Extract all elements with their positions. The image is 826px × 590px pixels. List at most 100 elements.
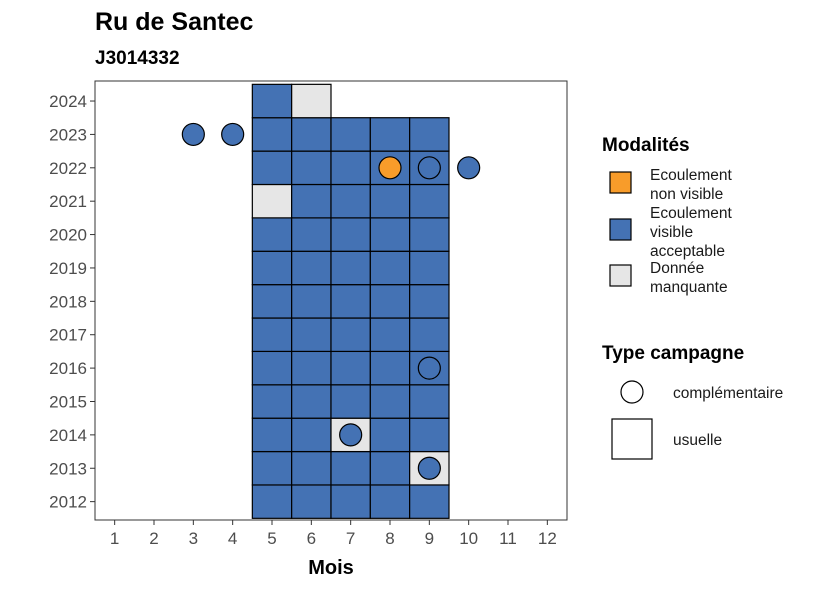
x-tick-label-4: 4 bbox=[228, 529, 237, 548]
legend-label-ecoulement-non-visible-2: non visible bbox=[650, 186, 723, 203]
point-2023-3 bbox=[181, 122, 205, 147]
y-tick-label-2022: 2022 bbox=[49, 159, 87, 178]
tile-2020-5 bbox=[251, 217, 293, 252]
tile-2021-8 bbox=[369, 183, 411, 219]
tile-2013-6 bbox=[291, 450, 332, 486]
tile-2012-5 bbox=[251, 484, 293, 519]
legend-campagne-title: Type campagne bbox=[602, 343, 744, 364]
tile-2020-7 bbox=[330, 217, 371, 252]
tile-2013-7 bbox=[330, 450, 371, 486]
tile-2022-5 bbox=[251, 150, 293, 186]
tile-2022-6 bbox=[291, 150, 332, 186]
tile-2019-7 bbox=[330, 250, 371, 286]
tile-2021-6 bbox=[291, 183, 332, 219]
x-tick-label-6: 6 bbox=[307, 529, 316, 548]
tile-2015-8 bbox=[369, 384, 411, 419]
legend-label-complementaire: complémentaire bbox=[673, 385, 783, 402]
tile-2016-8 bbox=[369, 350, 411, 386]
point-2022-9 bbox=[417, 156, 441, 180]
point-2016-9 bbox=[417, 356, 441, 380]
legend-label-ecoulement-non-visible-1: Ecoulement bbox=[650, 167, 733, 184]
tile-2017-7 bbox=[330, 317, 371, 353]
y-tick-label-2019: 2019 bbox=[49, 259, 87, 278]
x-axis-title: Mois bbox=[308, 557, 354, 579]
tile-2012-9 bbox=[409, 484, 450, 519]
axes: 1 2 3 4 5 6 7 8 9 10 11 122012201320142015201620172… bbox=[49, 80, 568, 548]
x-tick-label-7: 7 bbox=[346, 529, 355, 548]
tile-2024-6 bbox=[291, 83, 332, 119]
tile-2014-6 bbox=[291, 417, 332, 453]
tile-2014-5 bbox=[251, 417, 293, 453]
tile-2020-6 bbox=[291, 217, 332, 252]
y-tick-label-2023: 2023 bbox=[49, 125, 87, 144]
tile-2015-9 bbox=[409, 384, 450, 419]
legend-label-ecoulement-visible-acceptable-1: Ecoulement bbox=[650, 205, 733, 222]
y-tick-label-2016: 2016 bbox=[49, 359, 87, 378]
x-tick-label-1: 1 bbox=[110, 529, 119, 548]
tile-2019-6 bbox=[291, 250, 332, 286]
point-2014-7 bbox=[339, 423, 363, 447]
legend-modalites-title: Modalités bbox=[602, 135, 690, 156]
tile-2013-8 bbox=[369, 450, 411, 486]
tile-2023-6 bbox=[291, 117, 332, 152]
point-2013-9 bbox=[417, 456, 441, 480]
legend-key-ecoulement-non-visible bbox=[609, 171, 632, 194]
legend-label-donnee-manquante-1: Donnée bbox=[650, 260, 704, 277]
tile-2019-9 bbox=[409, 250, 450, 286]
tile-2016-5 bbox=[251, 350, 293, 386]
tile-2012-6 bbox=[291, 484, 332, 519]
panel-border bbox=[94, 80, 568, 521]
y-tick-label-2012: 2012 bbox=[49, 493, 87, 512]
legend-key-donnee-manquante bbox=[609, 264, 632, 287]
y-tick-label-2014: 2014 bbox=[49, 426, 87, 445]
x-tick-label-2: 2 bbox=[149, 529, 158, 548]
tile-2021-9 bbox=[409, 183, 450, 219]
tile-2019-8 bbox=[369, 250, 411, 286]
tile-2020-8 bbox=[369, 217, 411, 252]
x-tick-label-9: 9 bbox=[425, 529, 434, 548]
tile-2016-7 bbox=[330, 350, 371, 386]
tile-2021-5 bbox=[251, 183, 293, 219]
tile-2017-5 bbox=[251, 317, 293, 353]
tile-2023-5 bbox=[251, 117, 293, 152]
tile-2018-6 bbox=[291, 284, 332, 319]
tile-2013-5 bbox=[251, 450, 293, 486]
tile-2015-5 bbox=[251, 384, 293, 419]
tile-2022-7 bbox=[330, 150, 371, 186]
x-tick-label-10: 10 bbox=[459, 529, 478, 548]
y-tick-label-2021: 2021 bbox=[49, 192, 87, 211]
tile-2014-9 bbox=[409, 417, 450, 453]
y-tick-label-2015: 2015 bbox=[49, 392, 87, 411]
legend-key-usuelle bbox=[611, 418, 653, 460]
x-tick-label-3: 3 bbox=[189, 529, 198, 548]
chart-title: Ru de Santec bbox=[95, 8, 253, 36]
x-tick-label-5: 5 bbox=[267, 529, 276, 548]
tile-2014-8 bbox=[369, 417, 411, 453]
point-2022-8 bbox=[378, 156, 402, 180]
tile-2015-7 bbox=[330, 384, 371, 419]
y-tick-label-2013: 2013 bbox=[49, 459, 87, 478]
chart-subtitle: J3014332 bbox=[95, 48, 180, 69]
tile-2012-8 bbox=[369, 484, 411, 519]
x-tick-label-11: 11 bbox=[499, 529, 517, 548]
y-tick-label-2018: 2018 bbox=[49, 292, 87, 311]
x-tick-label-12: 12 bbox=[538, 529, 557, 548]
tile-2018-8 bbox=[369, 284, 411, 319]
y-tick-label-2017: 2017 bbox=[49, 326, 87, 345]
legend-key-complementaire bbox=[620, 380, 644, 404]
point-2023-4 bbox=[221, 122, 245, 147]
tile-2020-9 bbox=[409, 217, 450, 252]
legend: Modalités Ecoulement non visible Ecoulement… bbox=[602, 135, 783, 460]
tile-2018-7 bbox=[330, 284, 371, 319]
y-tick-label-2024: 2024 bbox=[49, 92, 87, 111]
tile-2023-7 bbox=[330, 117, 371, 152]
legend-label-donnee-manquante-2: manquante bbox=[650, 279, 728, 296]
plot-area bbox=[95, 81, 567, 520]
tile-2016-6 bbox=[291, 350, 332, 386]
tile-2012-7 bbox=[330, 484, 371, 519]
legend-label-ecoulement-visible-acceptable-2: visible bbox=[650, 224, 693, 241]
tile-2023-8 bbox=[369, 117, 411, 152]
tile-2021-7 bbox=[330, 183, 371, 219]
point-2022-10 bbox=[457, 156, 481, 180]
